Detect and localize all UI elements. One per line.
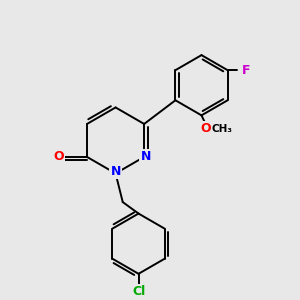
- Text: F: F: [242, 64, 250, 77]
- Text: O: O: [200, 122, 211, 135]
- Text: N: N: [110, 166, 121, 178]
- Text: Cl: Cl: [132, 284, 145, 298]
- Text: N: N: [140, 150, 151, 164]
- Text: O: O: [54, 150, 64, 164]
- Text: CH₃: CH₃: [211, 124, 232, 134]
